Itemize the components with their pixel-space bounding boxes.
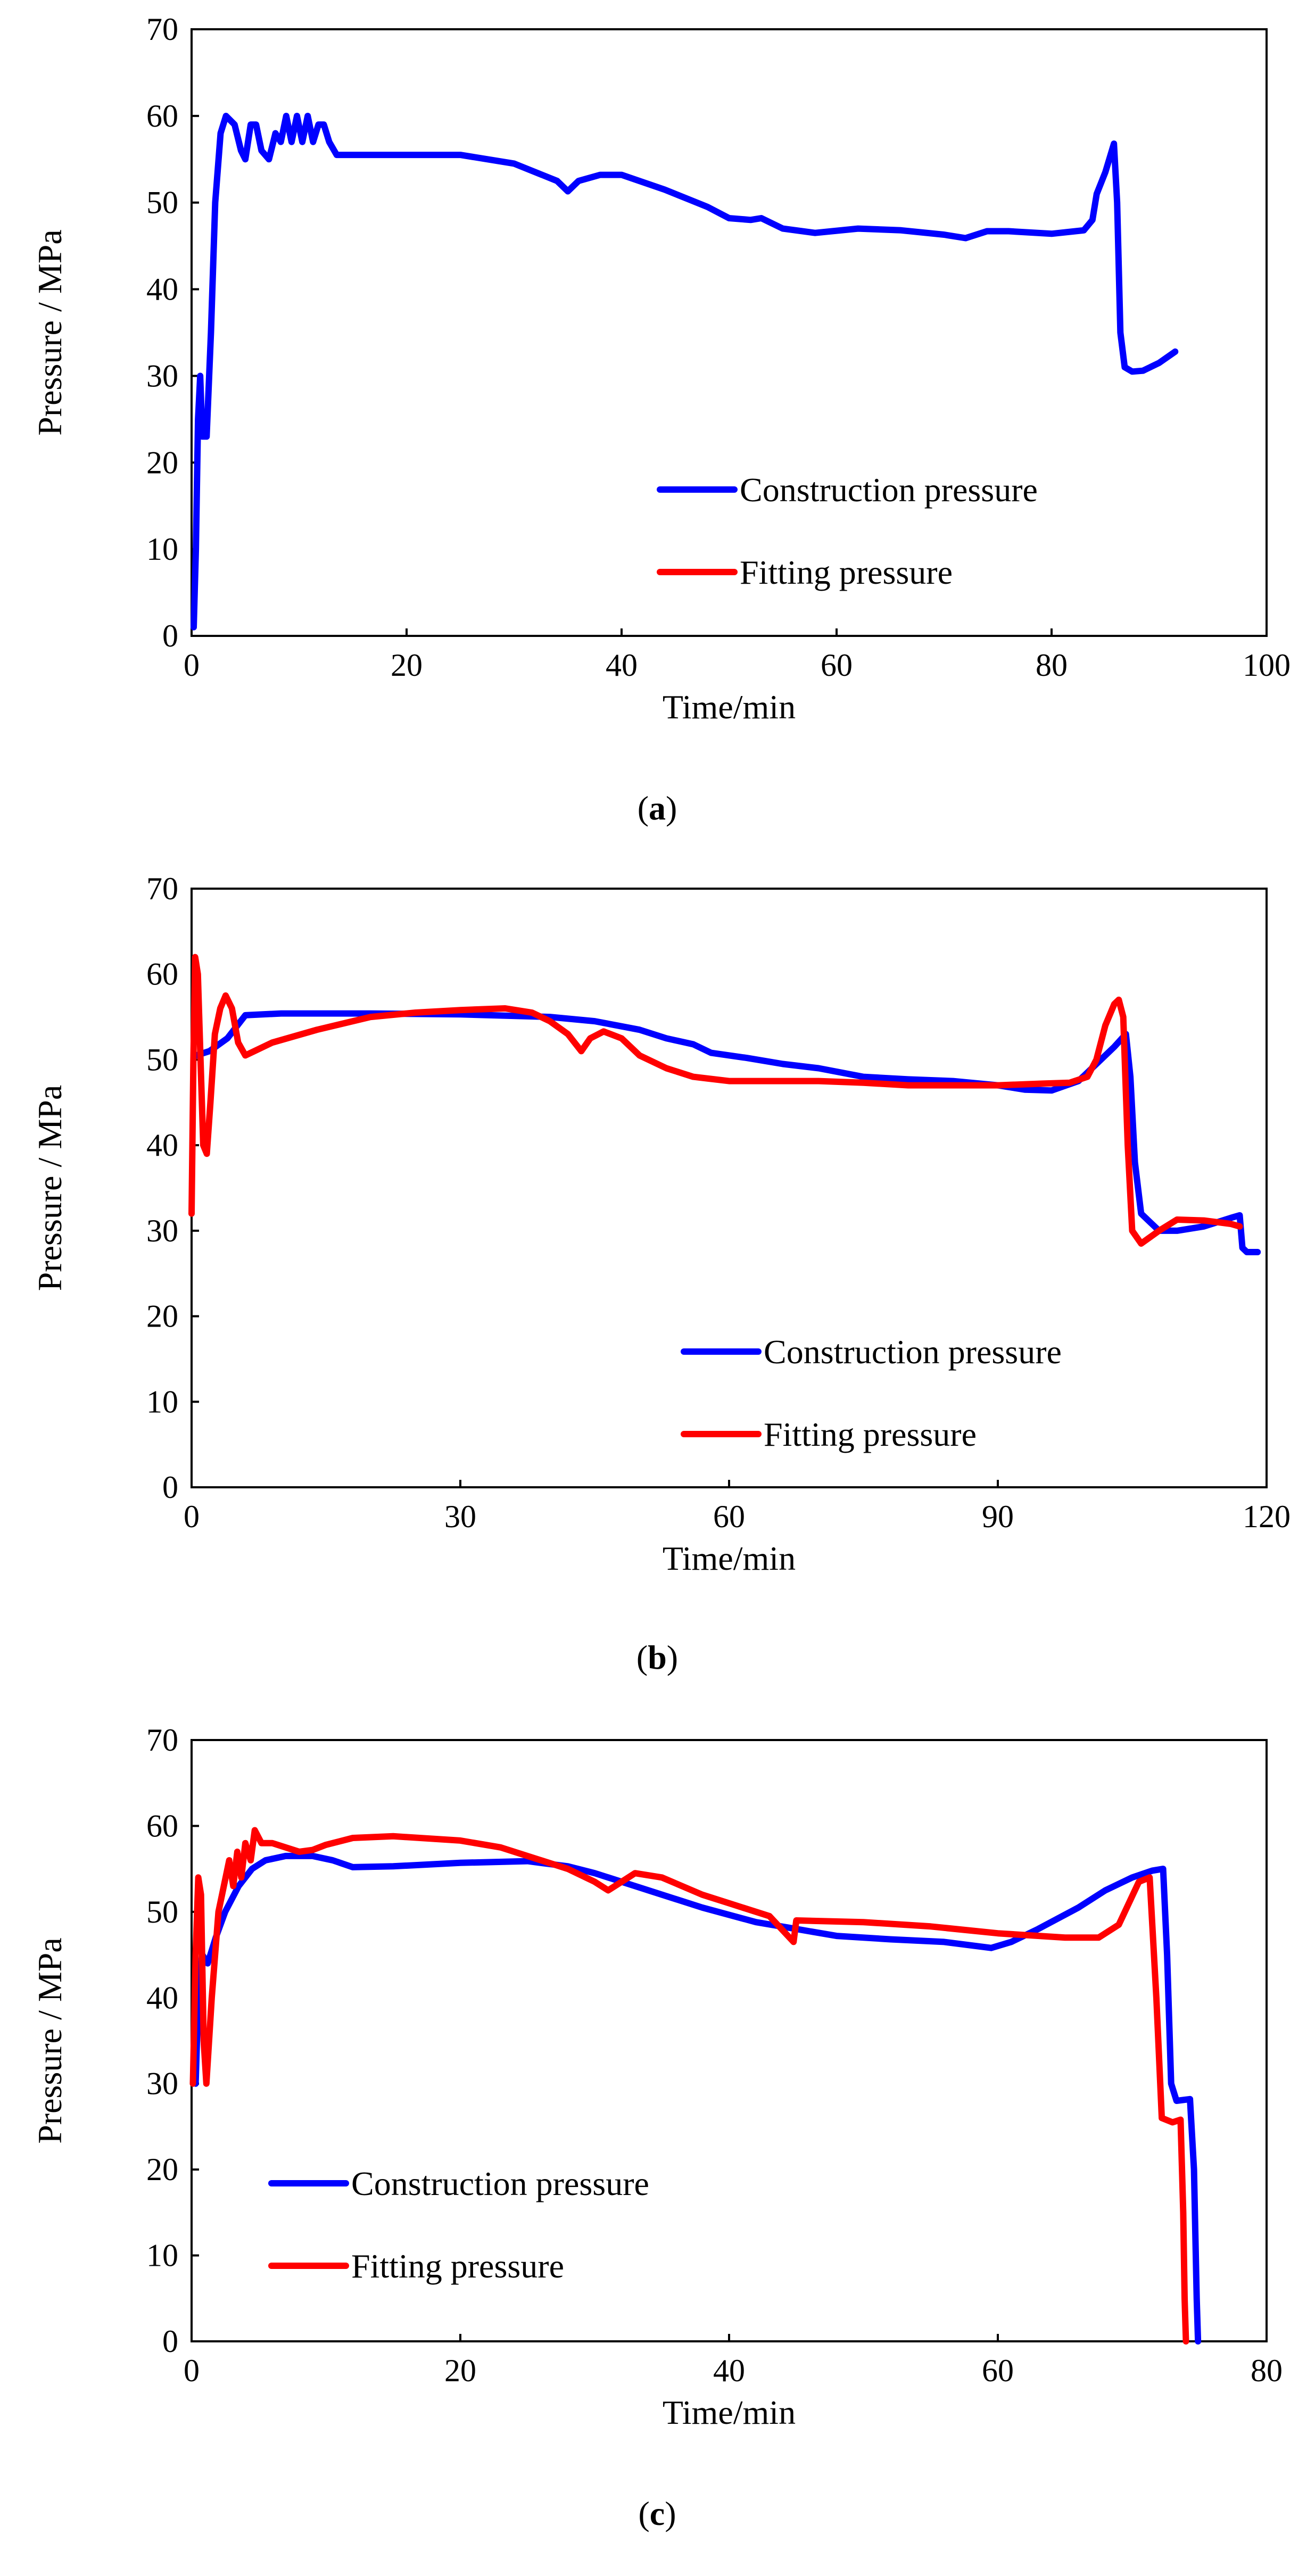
panel-a: 0 10 20 30 40 50 60 70 0 20 40 60 80 100 Time/min Press… bbox=[31, 12, 1291, 726]
y-tick-label: 70 bbox=[146, 1722, 178, 1758]
x-tick-label: 60 bbox=[821, 648, 853, 683]
y-tick-label: 0 bbox=[162, 2324, 178, 2359]
x-axis-label: Time/min bbox=[663, 688, 796, 726]
caption-b: (b) bbox=[636, 1638, 678, 1676]
plot-frame bbox=[191, 888, 1268, 1488]
x-tick-label: 40 bbox=[713, 2353, 745, 2388]
x-tick-label: 0 bbox=[184, 648, 200, 683]
y-tick-label: 40 bbox=[146, 1980, 178, 2015]
y-axis-label: Pressure / MPa bbox=[31, 229, 69, 436]
legend-label: Construction pressure bbox=[764, 1333, 1062, 1371]
x-tick-label: 0 bbox=[184, 2353, 200, 2388]
x-tick-label: 120 bbox=[1243, 1499, 1291, 1534]
y-tick-label: 30 bbox=[146, 2066, 178, 2101]
x-axis-label: Time/min bbox=[663, 1539, 796, 1577]
x-axis-label: Time/min bbox=[663, 2393, 796, 2431]
plot-frame bbox=[191, 28, 1268, 637]
series-line-construction-pressure bbox=[191, 112, 1179, 631]
caption-a: (a) bbox=[638, 789, 677, 827]
x-tick-label: 100 bbox=[1243, 648, 1291, 683]
y-tick-label: 50 bbox=[146, 185, 178, 220]
y-tick-label: 60 bbox=[146, 957, 178, 992]
x-tick-label: 80 bbox=[1251, 2353, 1283, 2388]
legend-label: Construction pressure bbox=[740, 471, 1038, 509]
x-tick-label: 60 bbox=[713, 1499, 745, 1534]
y-tick-label: 10 bbox=[146, 2238, 178, 2273]
series-line-fitting-pressure bbox=[188, 954, 1243, 1247]
caption-c: (c) bbox=[638, 2495, 676, 2532]
y-tick-label: 40 bbox=[146, 272, 178, 307]
series-line-construction-pressure bbox=[192, 1852, 1202, 2345]
legend-label: Construction pressure bbox=[351, 2165, 649, 2202]
y-tick-label: 70 bbox=[146, 12, 178, 47]
panel-b: 0 10 20 30 40 50 60 70 0 30 60 90 120 Time/min Pressur… bbox=[31, 871, 1291, 1577]
y-tick-label: 60 bbox=[146, 98, 178, 134]
y-tick-label: 20 bbox=[146, 2152, 178, 2187]
y-tick-label: 20 bbox=[146, 1299, 178, 1334]
legend-label: Fitting pressure bbox=[764, 1415, 977, 1453]
x-tick-label: 90 bbox=[982, 1499, 1014, 1534]
legend-label: Fitting pressure bbox=[351, 2247, 564, 2285]
legend-label: Fitting pressure bbox=[740, 553, 953, 591]
y-tick-label: 10 bbox=[146, 532, 178, 567]
y-tick-label: 10 bbox=[146, 1384, 178, 1419]
x-tick-label: 0 bbox=[184, 1499, 200, 1534]
x-tick-label: 40 bbox=[606, 648, 638, 683]
y-tick-label: 30 bbox=[146, 358, 178, 393]
x-tick-label: 30 bbox=[444, 1499, 476, 1534]
x-tick-label: 60 bbox=[982, 2353, 1014, 2388]
y-tick-label: 40 bbox=[146, 1128, 178, 1163]
series-line-construction-pressure bbox=[193, 1010, 1261, 1255]
x-tick-label: 80 bbox=[1036, 648, 1068, 683]
x-tick-label: 20 bbox=[391, 648, 423, 683]
panel-c: 0 10 20 30 40 50 60 70 0 20 40 60 80 Time/min Pressure… bbox=[31, 1722, 1283, 2431]
series-line-fitting-pressure bbox=[189, 1827, 1189, 2345]
y-tick-label: 0 bbox=[162, 1470, 178, 1505]
y-axis-label: Pressure / MPa bbox=[31, 1085, 69, 1291]
y-tick-label: 20 bbox=[146, 445, 178, 480]
y-tick-label: 50 bbox=[146, 1894, 178, 1929]
y-tick-label: 50 bbox=[146, 1042, 178, 1077]
y-tick-label: 70 bbox=[146, 871, 178, 906]
y-axis-label: Pressure / MPa bbox=[31, 1937, 69, 2144]
y-tick-label: 30 bbox=[146, 1213, 178, 1248]
x-tick-label: 20 bbox=[444, 2353, 476, 2388]
y-tick-label: 60 bbox=[146, 1808, 178, 1843]
y-tick-label: 0 bbox=[162, 618, 178, 653]
